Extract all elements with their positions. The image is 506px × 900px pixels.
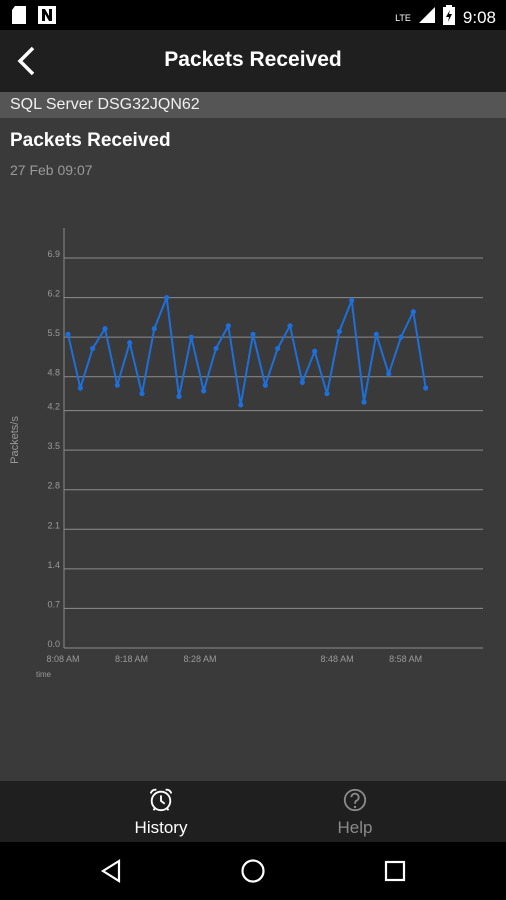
data-point [77, 385, 83, 391]
data-point [114, 382, 120, 388]
notification-n-icon [38, 6, 56, 29]
data-point [262, 382, 268, 388]
series-line [67, 297, 427, 406]
y-tick-label: 3.5 [47, 441, 60, 451]
data-point [275, 345, 281, 352]
y-tick-label: 6.9 [47, 249, 60, 259]
y-tick-label: 0.0 [47, 639, 60, 649]
back-button[interactable] [8, 42, 44, 80]
y-tick-label: 4.2 [47, 402, 60, 412]
data-point [201, 388, 207, 394]
data-point [312, 348, 318, 354]
data-point [423, 385, 429, 391]
battery-icon [442, 5, 455, 30]
data-point [287, 323, 293, 329]
nav-history-label: History [134, 818, 188, 837]
nav-help-label: Help [337, 818, 373, 837]
data-point [410, 309, 416, 315]
system-back-button[interactable] [96, 856, 126, 886]
chart-title: Packets Received [10, 130, 171, 151]
y-tick-label: 6.2 [47, 289, 60, 299]
y-tick-label: 5.5 [47, 328, 60, 338]
system-home-button[interactable] [238, 856, 268, 886]
x-axis-label: time [36, 670, 52, 679]
x-tick-label: 8:28 AM [184, 654, 217, 664]
data-point [250, 331, 256, 337]
chart-date: 27 Feb 09:07 [10, 162, 93, 178]
page-title: Packets Received [164, 48, 342, 71]
data-point [373, 331, 379, 337]
back-triangle-icon [100, 859, 121, 883]
app-bar: Packets Received [0, 30, 506, 92]
data-point [225, 323, 231, 329]
system-recents-button[interactable] [380, 856, 410, 886]
back-arrow-icon [17, 46, 35, 76]
status-bar: LTE 9:08 [0, 0, 506, 30]
x-tick-label: 8:48 AM [321, 654, 354, 664]
server-name: SQL Server DSG32JQN62 [10, 96, 200, 113]
data-point [336, 328, 342, 335]
data-point [151, 326, 157, 332]
help-circle-icon [343, 788, 367, 812]
y-tick-label: 1.4 [47, 560, 60, 570]
bottom-nav: History Help [0, 781, 506, 842]
data-point [324, 391, 330, 397]
server-strip: SQL Server DSG32JQN62 [0, 92, 506, 118]
x-tick-label: 8:18 AM [115, 654, 148, 664]
data-point [102, 326, 108, 332]
data-point [139, 391, 145, 397]
data-point [238, 402, 244, 408]
y-tick-label: 4.8 [47, 368, 60, 378]
lte-label: LTE [395, 12, 411, 23]
y-tick-label: 2.1 [47, 520, 60, 530]
system-nav-bar [0, 842, 506, 900]
packets-chart: 0.0 0.7 1.4 2.1 2.8 3.5 4.2 4.8 5.5 6.2 6.9 Packets… [9, 228, 483, 679]
data-point [127, 340, 133, 346]
data-point [188, 334, 194, 340]
data-point [299, 379, 305, 385]
y-tick-label: 2.8 [47, 481, 60, 491]
nav-history[interactable]: History [91, 781, 231, 842]
data-point [361, 399, 367, 405]
data-point [176, 393, 182, 400]
data-point [398, 334, 404, 340]
clock-time: 9:08 [462, 7, 496, 27]
x-tick-label: 8:58 AM [389, 654, 422, 664]
y-axis-label: Packets/s [9, 416, 21, 464]
home-circle-icon [241, 859, 265, 883]
y-tick-label: 0.7 [47, 599, 60, 609]
data-point [386, 371, 392, 377]
data-point [164, 294, 170, 301]
data-point [349, 297, 355, 303]
data-point [90, 345, 96, 352]
nav-help[interactable]: Help [285, 781, 425, 842]
data-point [213, 345, 219, 352]
sd-card-icon [12, 6, 28, 29]
x-tick-label: 8:08 AM [46, 654, 79, 664]
recents-square-icon [384, 860, 406, 882]
alarm-clock-icon [149, 788, 173, 812]
signal-icon [418, 7, 435, 28]
data-point [65, 331, 71, 337]
